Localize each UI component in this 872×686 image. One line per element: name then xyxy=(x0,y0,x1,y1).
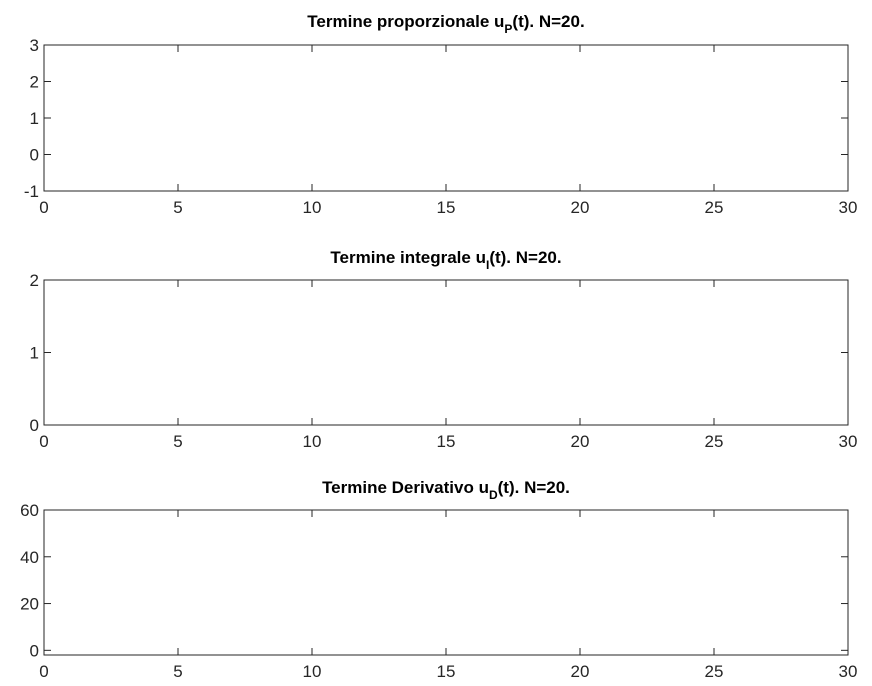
x-tick-label: 0 xyxy=(39,198,48,217)
chart-title-suffix: (t). N=20. xyxy=(498,478,570,497)
chart-title: Termine integrale uI(t). N=20. xyxy=(330,248,561,272)
x-tick-label: 15 xyxy=(437,432,456,451)
x-tick-label: 25 xyxy=(705,662,724,681)
x-tick-label: 15 xyxy=(437,662,456,681)
chart-title: Termine proporzionale uP(t). N=20. xyxy=(307,12,584,36)
y-tick-label: -1 xyxy=(24,182,39,201)
chart-title-subscript: I xyxy=(486,258,489,272)
x-tick-label: 30 xyxy=(839,198,858,217)
plot-panel-derivative: 0 5 10 15 20 25 30 0 20 40 60 Termine Derivativo uD… xyxy=(20,478,857,681)
y-tick-label: 0 xyxy=(30,146,39,165)
x-tick-label: 30 xyxy=(839,662,858,681)
chart-title: Termine Derivativo uD(t). N=20. xyxy=(322,478,570,502)
y-tick-label: 40 xyxy=(20,548,39,567)
x-tick-label: 25 xyxy=(705,198,724,217)
chart-title-main: Termine Derivativo u xyxy=(322,478,489,497)
x-tick-label: 20 xyxy=(571,662,590,681)
x-tick-label: 20 xyxy=(571,432,590,451)
x-tick-label: 30 xyxy=(839,432,858,451)
x-tick-label: 10 xyxy=(303,198,322,217)
y-tick-label: 0 xyxy=(30,416,39,435)
y-tick-label: 0 xyxy=(30,641,39,660)
chart-title-subscript: D xyxy=(489,488,498,502)
axes-box xyxy=(43,509,849,656)
axes-box xyxy=(43,279,849,426)
chart-title-main: Termine proporzionale u xyxy=(307,12,504,31)
x-tick-label: 10 xyxy=(303,432,322,451)
axes-box xyxy=(43,44,849,192)
y-tick-label: 3 xyxy=(30,36,39,55)
x-tick-label: 5 xyxy=(173,432,182,451)
y-tick-label: 1 xyxy=(30,344,39,363)
y-tick-label: 2 xyxy=(30,271,39,290)
x-tick-label: 0 xyxy=(39,662,48,681)
x-tick-label: 25 xyxy=(705,432,724,451)
x-tick-label: 5 xyxy=(173,198,182,217)
chart-title-main: Termine integrale u xyxy=(330,248,486,267)
x-tick-label: 10 xyxy=(303,662,322,681)
plot-panel-integral: 0 5 10 15 20 25 30 0 1 2 Termine integrale uI(t). … xyxy=(30,248,858,451)
x-tick-label: 0 xyxy=(39,432,48,451)
y-tick-label: 20 xyxy=(20,595,39,614)
x-tick-label: 15 xyxy=(437,198,456,217)
chart-title-suffix: (t). N=20. xyxy=(489,248,561,267)
chart-title-suffix: (t). N=20. xyxy=(512,12,584,31)
y-tick-label: 1 xyxy=(30,109,39,128)
x-tick-label: 5 xyxy=(173,662,182,681)
y-tick-label: 60 xyxy=(20,501,39,520)
chart-title-subscript: P xyxy=(504,22,512,36)
y-tick-label: 2 xyxy=(30,73,39,92)
x-tick-label: 20 xyxy=(571,198,590,217)
